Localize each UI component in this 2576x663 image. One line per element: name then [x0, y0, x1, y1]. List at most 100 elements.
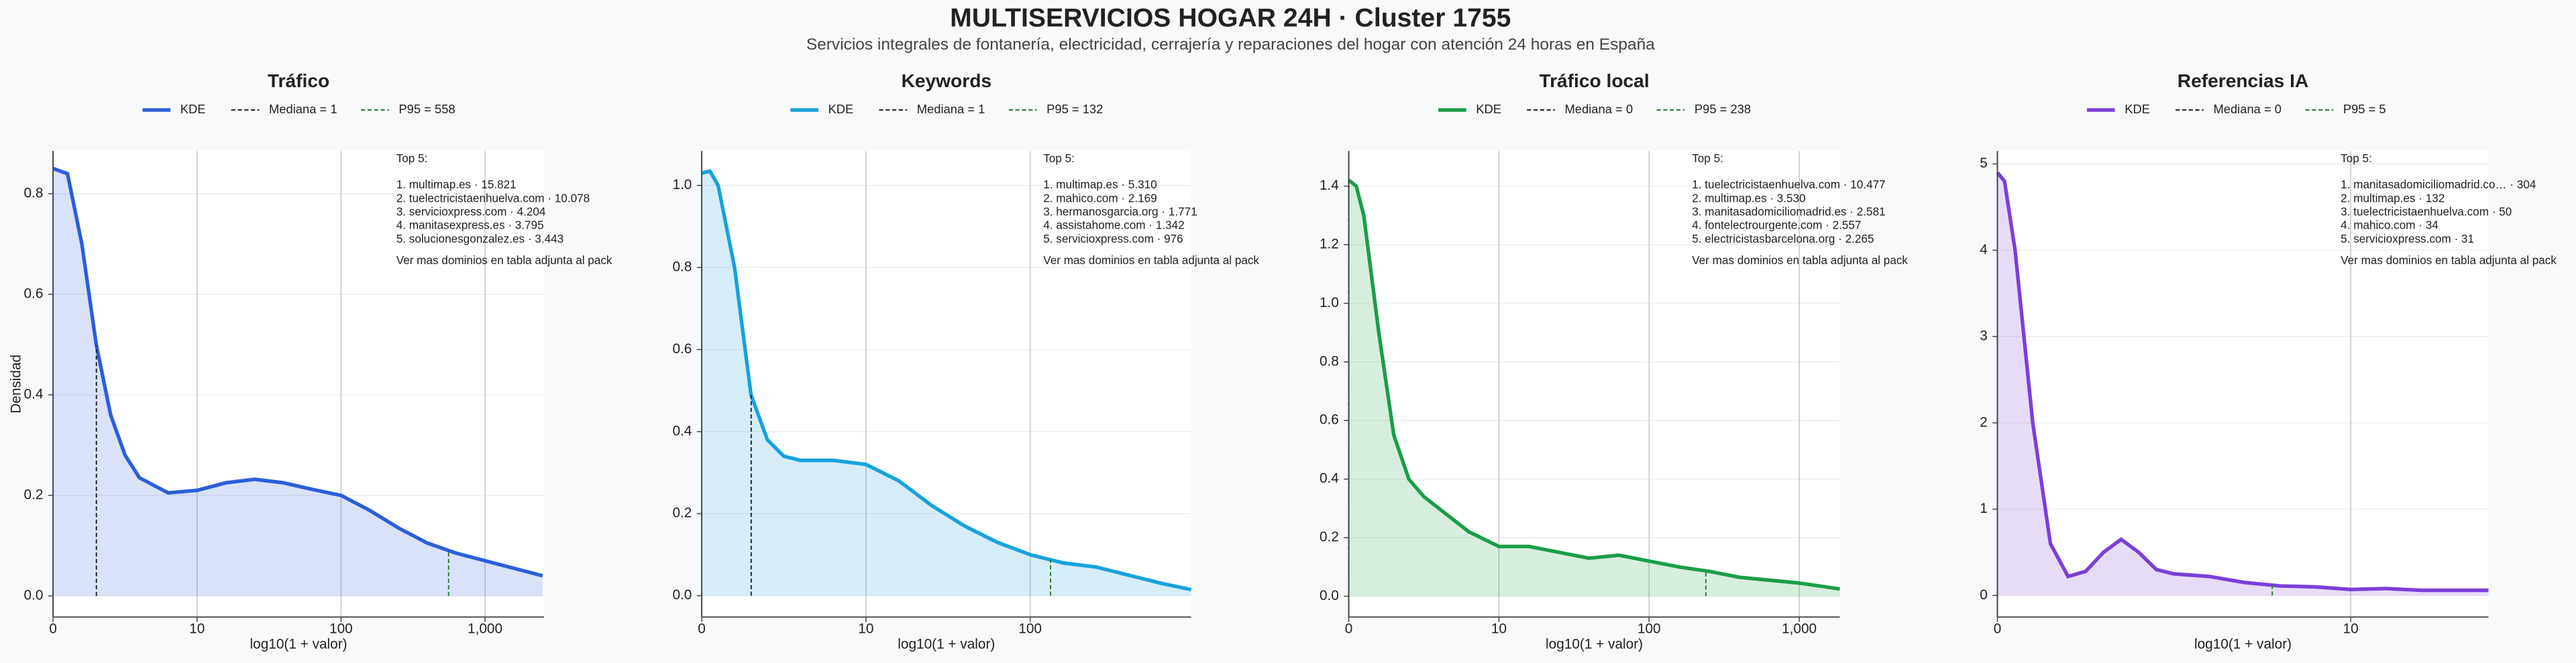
annotation-heading: Top 5: — [2341, 152, 2372, 165]
y-tick-label: 2 — [1980, 414, 1988, 430]
kde-line — [701, 169, 1192, 592]
annotation-heading: Top 5: — [396, 152, 428, 165]
y-tick-label: 1.0 — [672, 177, 692, 192]
x-tick-label: 10 — [858, 621, 873, 636]
legend-label: Mediana = 1 — [269, 102, 337, 116]
annotation-line: 4. manitasexpress.es · 3.795 — [396, 219, 544, 232]
x-tick-label: 0 — [698, 621, 706, 636]
annotation-footer: Ver mas dominios en tabla adjunta al pac… — [1043, 253, 1259, 267]
panel-title: Referencias IA — [2178, 70, 2309, 91]
annotation-heading: Top 5: — [1043, 152, 1075, 165]
x-tick-label: 0 — [1994, 621, 2002, 636]
legend-label: P95 = 238 — [1695, 102, 1751, 116]
y-tick-label: 0.8 — [672, 259, 692, 275]
plot-area — [1348, 151, 1840, 617]
legend-label: KDE — [1476, 102, 1501, 116]
x-tick-label: 1,000 — [468, 621, 502, 636]
annotation-line: 3. tuelectricistaenhuelva.com · 50 — [2341, 205, 2512, 219]
x-axis-label: log10(1 + valor) — [1546, 637, 1643, 652]
x-tick-label: 10 — [2343, 621, 2359, 636]
legend-label: P95 = 5 — [2343, 102, 2386, 116]
annotation-line: 5. electricistasbarcelona.org · 2.265 — [1692, 232, 1874, 245]
annotation-line: 3. servicioxpress.com · 4.204 — [396, 205, 546, 219]
legend-label: Mediana = 0 — [1564, 102, 1633, 116]
x-tick-label: 10 — [1491, 621, 1507, 636]
annotation-line: 3. manitasadomiciliomadrid.es · 2.581 — [1692, 205, 1885, 219]
annotation-footer: Ver mas dominios en tabla adjunta al pac… — [1692, 253, 1908, 267]
annotation-line: 2. multimap.es · 3.530 — [1692, 191, 1805, 204]
y-axis-label: Densidad — [9, 355, 24, 414]
page-title: MULTISERVICIOS HOGAR 24H · Cluster 1755 — [950, 4, 1511, 33]
y-tick-label: 1.2 — [1320, 237, 1339, 252]
y-tick-label: 0.4 — [672, 423, 692, 438]
annotation-line: 4. fontelectrourgente.com · 2.557 — [1692, 219, 1861, 232]
y-tick-label: 3 — [1980, 328, 1988, 344]
annotation-line: 1. multimap.es · 15.821 — [396, 178, 517, 191]
x-tick-label: 100 — [1018, 621, 1042, 636]
y-tick-label: 1 — [1980, 501, 1988, 516]
page-subtitle: Servicios integrales de fontanería, elec… — [806, 36, 1655, 54]
legend-label: KDE — [2125, 102, 2150, 116]
y-tick-label: 0 — [1980, 587, 1988, 603]
x-axis-label: log10(1 + valor) — [250, 637, 347, 652]
kde-line — [1347, 178, 1840, 591]
y-tick-label: 0.0 — [672, 587, 692, 603]
annotation-line: 5. servicioxpress.com · 976 — [1043, 232, 1183, 245]
plot-area — [702, 151, 1191, 617]
kde-line — [52, 166, 543, 578]
y-tick-label: 1.4 — [1320, 178, 1339, 193]
panel-title: Tráfico local — [1539, 70, 1649, 91]
annotation-line: 4. assistahome.com · 1.342 — [1043, 219, 1184, 232]
legend-label: KDE — [180, 102, 206, 116]
y-tick-label: 0.2 — [672, 505, 692, 521]
legend-label: P95 = 132 — [1046, 102, 1103, 116]
legend-label: P95 = 558 — [398, 102, 455, 116]
legend-label: Mediana = 0 — [2213, 102, 2282, 116]
annotation-line: 4. mahico.com · 34 — [2341, 219, 2438, 232]
y-tick-label: 0.4 — [23, 386, 43, 402]
y-tick-label: 0.4 — [1320, 471, 1339, 486]
y-tick-label: 0.2 — [1320, 530, 1339, 545]
x-tick-label: 100 — [1638, 621, 1661, 636]
legend-label: Mediana = 1 — [917, 102, 985, 116]
kde-area — [1997, 172, 2489, 596]
kde-area — [702, 171, 1191, 596]
annotation-footer: Ver mas dominios en tabla adjunta al pac… — [396, 253, 612, 267]
annotation-line: 5. solucionesgonzalez.es · 3.443 — [396, 232, 564, 245]
x-axis-label: log10(1 + valor) — [898, 637, 995, 652]
x-tick-label: 0 — [49, 621, 57, 636]
annotation-line: 1. tuelectricistaenhuelva.com · 10.477 — [1692, 178, 1885, 191]
y-tick-label: 0.6 — [1320, 412, 1339, 428]
annotation-line: 2. mahico.com · 2.169 — [1043, 191, 1157, 204]
y-tick-label: 4 — [1980, 242, 1988, 257]
x-tick-label: 1,000 — [1782, 621, 1817, 636]
y-tick-label: 5 — [1980, 156, 1988, 171]
x-tick-label: 0 — [1345, 621, 1353, 636]
kde-line — [1996, 171, 2489, 593]
y-tick-label: 0.8 — [23, 185, 43, 200]
annotation-line: 1. manitasadomiciliomadrid.co… · 304 — [2341, 178, 2536, 191]
plot-area — [1997, 151, 2489, 617]
annotation-heading: Top 5: — [1692, 152, 1723, 165]
panel-title: Tráfico — [268, 70, 329, 91]
x-axis-label: log10(1 + valor) — [2194, 637, 2292, 652]
plot-area — [53, 151, 545, 617]
y-tick-label: 0.0 — [23, 587, 43, 603]
y-tick-label: 0.6 — [23, 286, 43, 301]
y-tick-label: 0.6 — [672, 341, 692, 357]
x-tick-label: 10 — [189, 621, 205, 636]
y-tick-label: 0.2 — [23, 487, 43, 502]
annotation-line: 2. multimap.es · 132 — [2341, 191, 2445, 204]
annotation-line: 2. tuelectricistaenhuelva.com · 10.078 — [396, 191, 590, 204]
kde-area — [1348, 180, 1840, 597]
x-tick-label: 100 — [329, 621, 353, 636]
annotation-line: 1. multimap.es · 5.310 — [1043, 178, 1157, 191]
y-tick-label: 0.8 — [1320, 353, 1339, 369]
y-tick-label: 1.0 — [1320, 295, 1339, 310]
annotation-footer: Ver mas dominios en tabla adjunta al pac… — [2341, 253, 2557, 267]
annotation-line: 5. servicioxpress.com · 31 — [2341, 232, 2474, 245]
panel-title: Keywords — [902, 70, 992, 91]
legend-label: KDE — [828, 102, 854, 116]
